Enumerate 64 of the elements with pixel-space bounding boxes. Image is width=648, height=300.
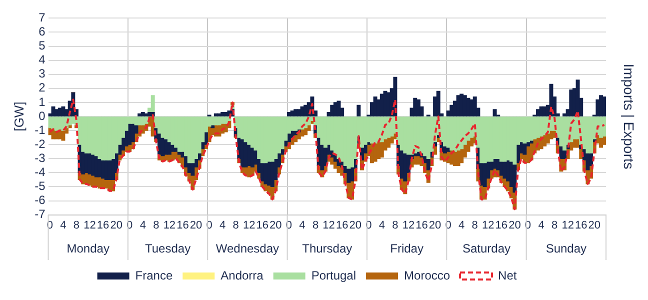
x-tick-label: 12 xyxy=(482,219,494,232)
x-tick-label: 4 xyxy=(299,219,306,232)
x-tick-label: 12 xyxy=(562,219,574,232)
legend-label: Morocco xyxy=(404,268,450,282)
text: Wednesday xyxy=(216,241,280,256)
x-tick-label: 4 xyxy=(220,219,226,232)
y-tick-label: 4 xyxy=(38,52,46,67)
x-tick-label: 20 xyxy=(270,219,282,232)
y-tick-label: -6 xyxy=(34,193,46,208)
legend-label: Portugal xyxy=(311,268,356,282)
x-tick-label: 4 xyxy=(538,219,544,232)
legend-label: Andorra xyxy=(220,268,264,282)
legend-label: Net xyxy=(498,268,518,282)
x-tick-label: 16 xyxy=(96,219,110,232)
x-tick-label: 8 xyxy=(153,219,160,232)
y-tick-label: 2 xyxy=(38,80,46,95)
x-tick-label: 4 xyxy=(140,219,146,232)
text: Monday xyxy=(66,241,110,256)
x-tick-label: 8 xyxy=(73,219,80,232)
x-tick-label: 8 xyxy=(392,219,398,232)
y-tick-label: -1 xyxy=(34,122,46,137)
y-tick-label: -3 xyxy=(34,150,46,165)
x-tick-label: 12 xyxy=(242,219,256,232)
x-tick-label: 8 xyxy=(312,219,319,232)
x-tick-label: 20 xyxy=(110,219,122,232)
x-tick-label: 12 xyxy=(402,219,415,232)
legend-label: France xyxy=(135,268,173,282)
x-tick-label: 4 xyxy=(60,219,66,232)
x-tick-label: 4 xyxy=(378,219,385,232)
x-tick-label: 20 xyxy=(428,219,442,232)
x-tick-label: 12 xyxy=(322,219,335,232)
y-tick-label: 0 xyxy=(38,108,46,123)
y-tick-label: -7 xyxy=(34,207,46,222)
text: Friday xyxy=(390,241,424,256)
x-tick-label: 16 xyxy=(256,219,269,232)
y-tick-label: 5 xyxy=(38,38,46,53)
text: Tuesday xyxy=(144,241,191,256)
y-tick-label: 7 xyxy=(38,10,46,25)
x-tick-label: 20 xyxy=(190,219,202,232)
x-tick-label: 16 xyxy=(574,219,588,232)
x-tick-label: 8 xyxy=(472,219,478,232)
x-tick-label: 20 xyxy=(588,219,601,232)
y-tick-label: -4 xyxy=(34,164,46,179)
y-tick-label: -2 xyxy=(34,136,46,151)
y-axis-title: [GW] xyxy=(11,102,26,132)
x-tick-label: 8 xyxy=(551,219,558,232)
y-tick-label: 1 xyxy=(38,94,46,109)
x-tick-label: 16 xyxy=(495,219,508,232)
text: Sunday xyxy=(546,241,587,256)
y-tick-label: 6 xyxy=(38,24,46,39)
x-tick-label: 16 xyxy=(336,219,348,232)
x-tick-label: 20 xyxy=(508,219,521,232)
y-tick-label: 3 xyxy=(38,66,46,81)
x-tick-label: 16 xyxy=(176,219,189,232)
x-tick-label: 12 xyxy=(163,219,176,232)
x-tick-label: 20 xyxy=(349,219,362,232)
x-tick-label: 16 xyxy=(416,219,428,232)
text: Saturday xyxy=(462,241,510,256)
x-tick-label: 12 xyxy=(84,219,96,232)
y-tick-label: -5 xyxy=(34,179,46,194)
y2-axis-title: Imports | Exports xyxy=(621,64,638,170)
x-tick-label: 8 xyxy=(232,219,239,232)
text: Thursday xyxy=(302,241,352,256)
x-tick-label: 4 xyxy=(458,219,465,232)
